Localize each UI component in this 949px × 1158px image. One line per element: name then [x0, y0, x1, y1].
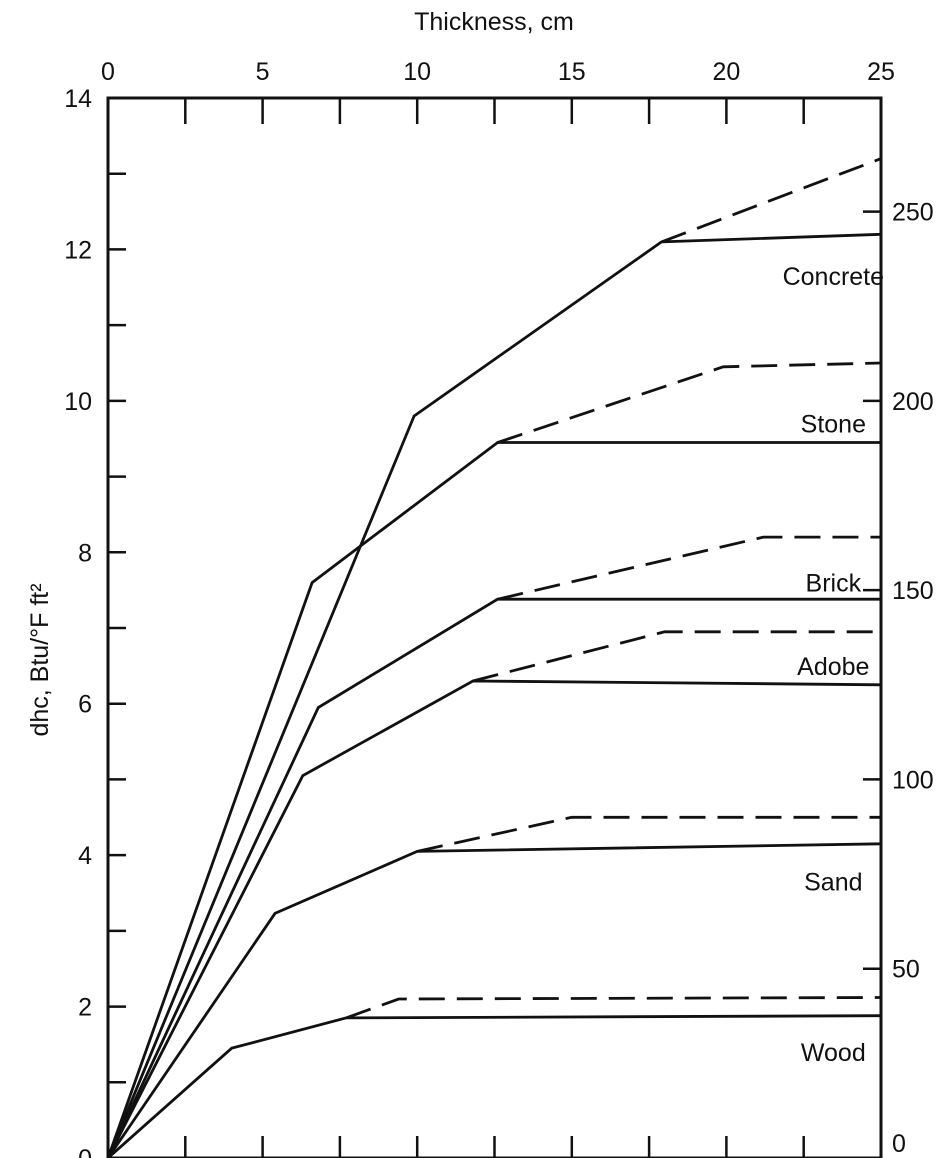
series-label-stone: Stone	[801, 411, 866, 439]
series-line-concrete	[106, 232, 882, 1158]
series-label-sand: Sand	[804, 869, 862, 897]
y-tick-label: 12	[64, 236, 92, 264]
series-label-adobe: Adobe	[797, 653, 869, 681]
y-tick-label: 2	[78, 994, 92, 1022]
series-line-dashed	[497, 535, 881, 601]
series-line-dashed	[345, 996, 882, 1020]
series-line-dashed	[661, 157, 882, 244]
x-tick-label: 5	[256, 58, 270, 86]
y-tick-label: 0	[78, 1145, 92, 1158]
y-axis-title: dhc, Btu/°F ft²	[26, 583, 54, 736]
series-line-wood	[107, 1014, 882, 1158]
y-right-tick-label: 0	[892, 1130, 906, 1158]
series-line-adobe	[106, 679, 882, 1158]
x-tick-label: 20	[712, 58, 740, 86]
y-tick-label: 4	[78, 842, 92, 870]
series-line-stone	[106, 441, 881, 1158]
x-tick-label: 0	[101, 58, 115, 86]
series-line-dashed	[472, 630, 881, 683]
y-right-tick-label: 250	[892, 199, 934, 227]
series-line-dashed	[497, 361, 882, 444]
series-line-brick	[106, 597, 881, 1158]
y-tick-label: 10	[64, 388, 92, 416]
chart-marks: 051015202502468101214050100150200250Conc…	[64, 58, 934, 1158]
y-tick-label: 14	[64, 85, 92, 113]
x-tick-label: 10	[403, 58, 431, 86]
x-tick-label: 25	[867, 58, 895, 86]
x-tick-label: 15	[558, 58, 586, 86]
series-label-brick: Brick	[806, 570, 862, 598]
series-line-dashed	[416, 815, 881, 853]
series-label-wood: Wood	[801, 1039, 866, 1067]
y-right-tick-label: 50	[892, 956, 920, 984]
y-right-tick-label: 100	[892, 766, 934, 794]
series-line-sand	[106, 842, 882, 1158]
y-right-tick-label: 150	[892, 577, 934, 605]
y-tick-label: 6	[78, 691, 92, 719]
x-axis-title: Thickness, cm	[414, 8, 574, 36]
y-right-tick-label: 200	[892, 388, 934, 416]
y-tick-label: 8	[78, 539, 92, 567]
series-label-concrete: Concrete	[783, 263, 884, 291]
